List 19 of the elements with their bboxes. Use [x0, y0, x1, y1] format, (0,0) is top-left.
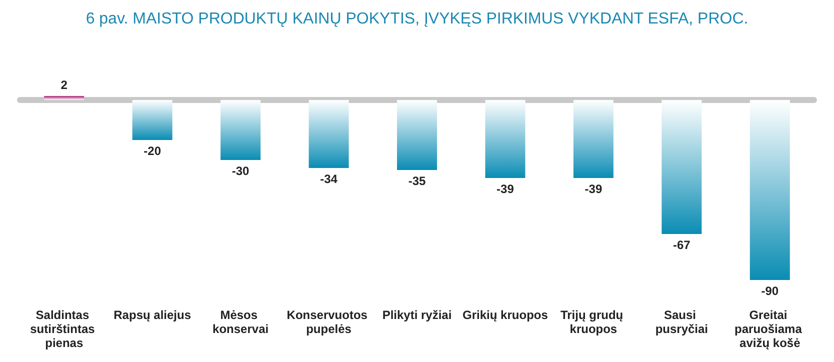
x-tick-label: Konservuotos pupelės — [286, 308, 371, 336]
data-label: -34 — [320, 172, 338, 186]
data-label: -30 — [232, 164, 250, 178]
data-label: -35 — [408, 174, 426, 188]
x-tick-label: Saldintas sutirštintas pienas — [30, 308, 98, 350]
x-tick-label: Greitai paruošiama avižų košė — [734, 308, 806, 350]
x-tick-label: Sausi pusryčiai — [655, 308, 708, 336]
x-tick-label: Trijų grudų kruopos — [560, 308, 626, 336]
data-label: -67 — [672, 238, 691, 252]
data-label: 2 — [60, 78, 68, 92]
x-tick-label: Plikyti ryžiai — [382, 308, 452, 322]
data-label: -90 — [761, 284, 779, 298]
data-label: -39 — [496, 182, 514, 196]
data-label: -39 — [584, 182, 602, 196]
x-tick-label: Grikių kruopos — [462, 308, 548, 322]
data-label: -20 — [144, 144, 162, 158]
x-tick-label: Mėsos konservai — [212, 308, 269, 336]
chart-title: 6 pav. MAISTO PRODUKTŲ KAINŲ POKYTIS, ĮVYKĘS PIRKIMUS VYKDANT ESFA, PROC. — [86, 10, 748, 28]
x-tick-label: Rapsų aliejus — [114, 308, 192, 322]
